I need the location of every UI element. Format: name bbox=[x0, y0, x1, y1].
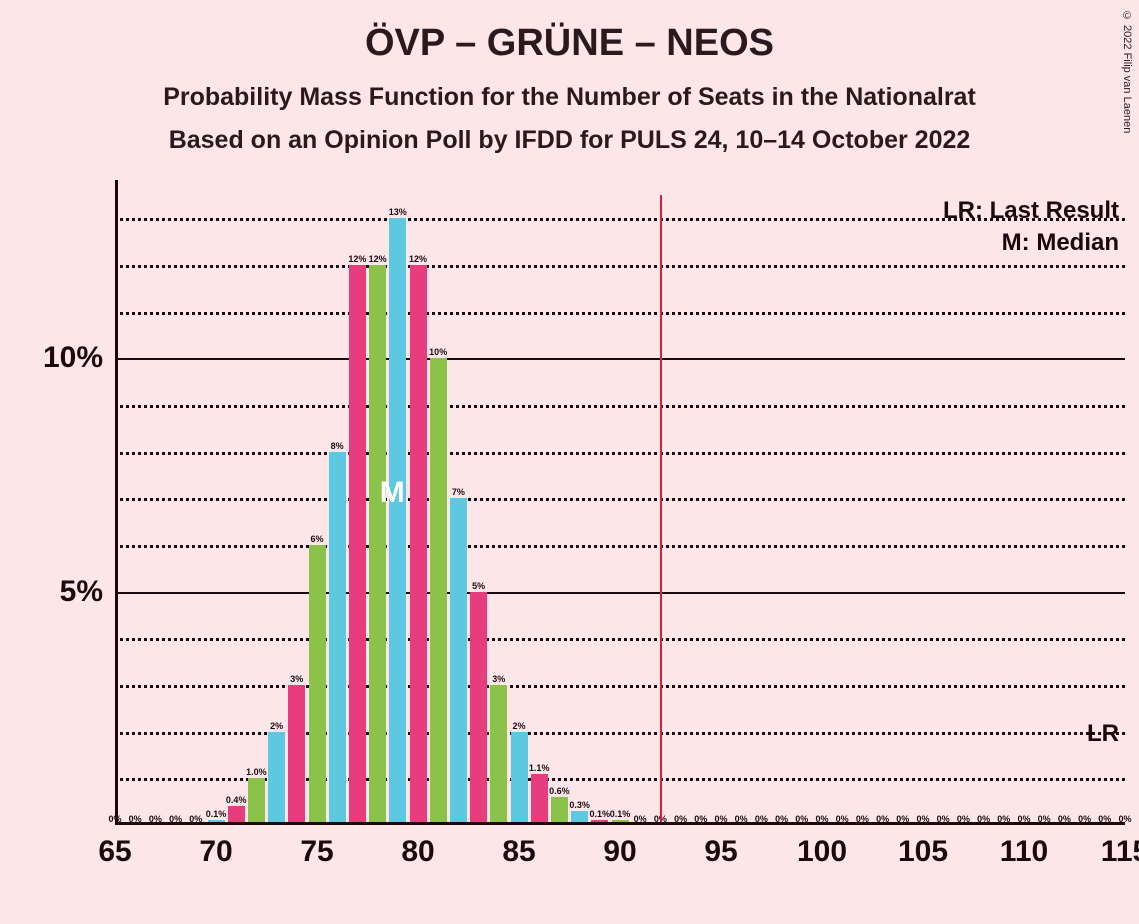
median-marker: M bbox=[380, 476, 405, 510]
bar: 3% bbox=[490, 685, 507, 825]
chart-subtitle-2: Based on an Opinion Poll by IFDD for PUL… bbox=[0, 112, 1139, 155]
chart-plot-area: 5%10%0%0%0%0%0%0.1%0.4%1.0%2%3%6%8%12%12… bbox=[115, 195, 1125, 825]
bar: 13% bbox=[389, 218, 406, 825]
x-axis-tick-label: 100 bbox=[797, 825, 847, 869]
x-axis-tick-label: 90 bbox=[603, 825, 636, 869]
bar: 0.6% bbox=[551, 797, 568, 825]
grid-line-minor bbox=[115, 498, 1125, 501]
bar-value-label: 6% bbox=[310, 534, 323, 545]
bar: 2% bbox=[511, 732, 528, 825]
bar: 6% bbox=[309, 545, 326, 825]
bar-value-label: 1.1% bbox=[529, 763, 550, 774]
bar: 1.1% bbox=[531, 774, 548, 825]
bar: 8% bbox=[329, 452, 346, 825]
bar-value-label: 12% bbox=[369, 254, 387, 265]
bar-value-label: 2% bbox=[270, 721, 283, 732]
bar: 10% bbox=[430, 358, 447, 825]
legend-last-result: LR: Last Result bbox=[943, 197, 1119, 225]
last-result-label: LR bbox=[1087, 720, 1119, 748]
bar-value-label: 1.0% bbox=[246, 767, 267, 778]
chart-subtitle-1: Probability Mass Function for the Number… bbox=[0, 65, 1139, 112]
x-axis-tick-label: 105 bbox=[898, 825, 948, 869]
grid-line-minor bbox=[115, 312, 1125, 315]
bar-value-label: 0.1% bbox=[206, 809, 227, 820]
x-axis-tick-label: 95 bbox=[704, 825, 737, 869]
bar: 12% bbox=[369, 265, 386, 825]
bar-value-label: 5% bbox=[472, 581, 485, 592]
chart-title: ÖVP – GRÜNE – NEOS bbox=[0, 0, 1139, 65]
grid-line-major bbox=[115, 358, 1125, 360]
bar-value-label: 8% bbox=[331, 441, 344, 452]
bar: 1.0% bbox=[248, 778, 265, 825]
bar-value-label: 10% bbox=[429, 347, 447, 358]
bar: 3% bbox=[288, 685, 305, 825]
bar-value-label: 3% bbox=[290, 674, 303, 685]
bar-value-label: 12% bbox=[409, 254, 427, 265]
bar-value-label: 3% bbox=[492, 674, 505, 685]
bar: 5% bbox=[470, 592, 487, 825]
y-axis-tick-label: 5% bbox=[60, 575, 115, 609]
bar-value-label: 0.1% bbox=[610, 809, 631, 820]
bar: 12% bbox=[410, 265, 427, 825]
grid-line-minor bbox=[115, 732, 1125, 735]
copyright-text: © 2022 Filip van Laenen bbox=[1121, 10, 1133, 133]
grid-line-minor bbox=[115, 685, 1125, 688]
grid-line-minor bbox=[115, 265, 1125, 268]
x-axis-tick-label: 65 bbox=[98, 825, 131, 869]
bar-value-label: 12% bbox=[348, 254, 366, 265]
y-axis-tick-label: 10% bbox=[43, 341, 115, 375]
grid-line-minor bbox=[115, 638, 1125, 641]
y-axis-line bbox=[115, 180, 118, 825]
bar-value-label: 0.1% bbox=[590, 809, 611, 820]
bar-value-label: 0.6% bbox=[549, 786, 570, 797]
x-axis-tick-label: 75 bbox=[300, 825, 333, 869]
x-axis-tick-label: 110 bbox=[1000, 825, 1048, 869]
last-result-line bbox=[660, 195, 662, 825]
x-axis-tick-label: 115 bbox=[1101, 825, 1139, 869]
bar: 2% bbox=[268, 732, 285, 825]
legend-median: M: Median bbox=[1002, 229, 1119, 257]
bar-value-label: 7% bbox=[452, 487, 465, 498]
x-axis-tick-label: 80 bbox=[401, 825, 434, 869]
grid-line-minor bbox=[115, 452, 1125, 455]
bar-value-label: 0.3% bbox=[569, 800, 590, 811]
bar: 7% bbox=[450, 498, 467, 825]
bar-value-label: 2% bbox=[512, 721, 525, 732]
bar-value-label: 0.4% bbox=[226, 795, 247, 806]
x-axis-tick-label: 70 bbox=[199, 825, 232, 869]
bar-value-label: 13% bbox=[389, 207, 407, 218]
grid-line-minor bbox=[115, 545, 1125, 548]
grid-line-minor bbox=[115, 405, 1125, 408]
bar: 12% bbox=[349, 265, 366, 825]
grid-line-major bbox=[115, 592, 1125, 594]
x-axis-tick-label: 85 bbox=[502, 825, 535, 869]
grid-line-minor bbox=[115, 778, 1125, 781]
